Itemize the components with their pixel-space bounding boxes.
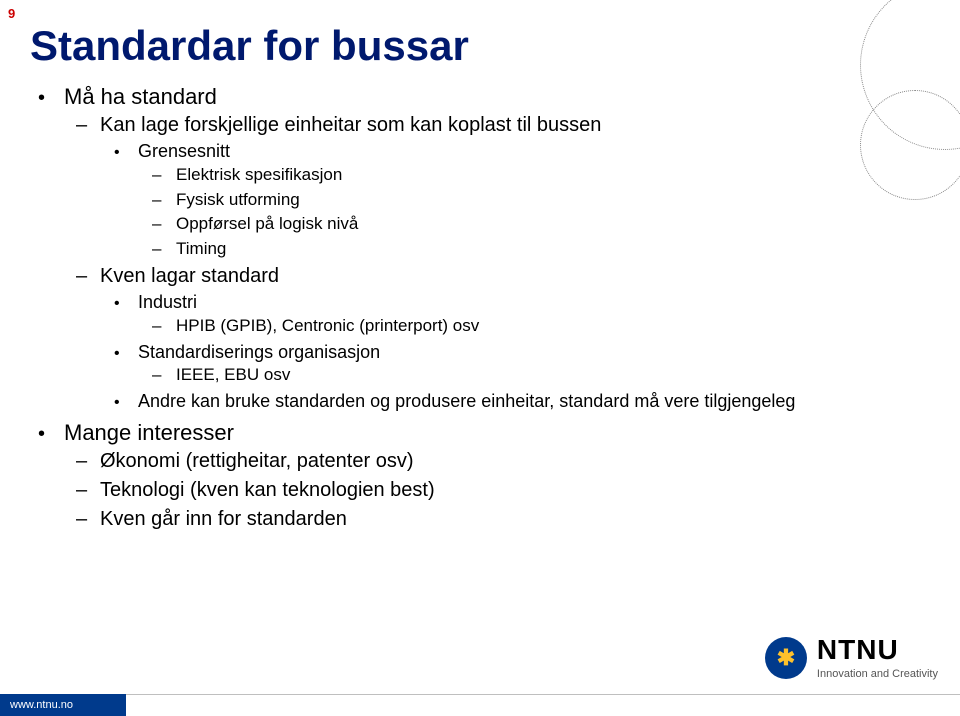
bullet-l2: Kven går inn for standarden bbox=[76, 506, 918, 533]
bullet-text: Industri bbox=[138, 292, 197, 312]
bullet-l2: Kven lagar standard Industri HPIB (GPIB)… bbox=[76, 263, 918, 414]
bullet-l4: Elektrisk spesifikasjon bbox=[152, 164, 918, 187]
bullet-l3: Standardiserings organisasjon IEEE, EBU … bbox=[114, 340, 918, 388]
bullet-l4: Timing bbox=[152, 238, 918, 261]
page-number: 9 bbox=[8, 6, 15, 21]
logo-text: NTNU Innovation and Creativity bbox=[817, 636, 938, 680]
bullet-l2: Økonomi (rettigheitar, patenter osv) bbox=[76, 448, 918, 475]
bullet-text: Kven lagar standard bbox=[100, 265, 279, 287]
bullet-l3: Grensesnitt Elektrisk spesifikasjon Fysi… bbox=[114, 139, 918, 261]
bullet-text: IEEE, EBU osv bbox=[176, 365, 290, 384]
bullet-l1: Må ha standard Kan lage forskjellige ein… bbox=[38, 82, 918, 414]
footer-url: www.ntnu.no bbox=[0, 694, 126, 716]
bullet-text: Oppførsel på logisk nivå bbox=[176, 214, 358, 233]
bullet-l2: Teknologi (kven kan teknologien best) bbox=[76, 477, 918, 504]
bullet-text: Timing bbox=[176, 239, 226, 258]
bullet-l4: Oppførsel på logisk nivå bbox=[152, 213, 918, 236]
bullet-l4: HPIB (GPIB), Centronic (printerport) osv bbox=[152, 315, 918, 338]
bullet-text: HPIB (GPIB), Centronic (printerport) osv bbox=[176, 316, 479, 335]
content-area: Må ha standard Kan lage forskjellige ein… bbox=[38, 82, 918, 537]
slide-title: Standardar for bussar bbox=[30, 22, 469, 70]
footer-divider bbox=[126, 694, 960, 695]
slide: 9 Standardar for bussar Må ha standard K… bbox=[0, 0, 960, 716]
logo-mark-icon: ✱ bbox=[765, 637, 807, 679]
bullet-text: Teknologi (kven kan teknologien best) bbox=[100, 479, 435, 501]
bullet-text: Økonomi (rettigheitar, patenter osv) bbox=[100, 450, 413, 472]
bullet-text: Elektrisk spesifikasjon bbox=[176, 165, 342, 184]
bullet-text: Fysisk utforming bbox=[176, 190, 300, 209]
bullet-text: Kven går inn for standarden bbox=[100, 508, 347, 530]
bullet-text: Mange interesser bbox=[64, 420, 234, 445]
bullet-text: Andre kan bruke standarden og produsere … bbox=[138, 391, 795, 411]
bullet-l1: Mange interesser Økonomi (rettigheitar, … bbox=[38, 418, 918, 533]
footer: www.ntnu.no bbox=[0, 690, 960, 716]
bullet-text: Grensesnitt bbox=[138, 141, 230, 161]
bullet-l4: Fysisk utforming bbox=[152, 189, 918, 212]
bullet-l3: Industri HPIB (GPIB), Centronic (printer… bbox=[114, 290, 918, 338]
bullet-text: Må ha standard bbox=[64, 84, 217, 109]
bullet-l2: Kan lage forskjellige einheitar som kan … bbox=[76, 112, 918, 261]
logo-name: NTNU bbox=[817, 636, 938, 664]
bullet-text: Kan lage forskjellige einheitar som kan … bbox=[100, 114, 601, 136]
bullet-l3: Andre kan bruke standarden og produsere … bbox=[114, 389, 918, 414]
bullet-text: Standardiserings organisasjon bbox=[138, 342, 380, 362]
logo: ✱ NTNU Innovation and Creativity bbox=[765, 636, 938, 680]
logo-tagline: Innovation and Creativity bbox=[817, 668, 938, 680]
bullet-l4: IEEE, EBU osv bbox=[152, 364, 918, 387]
